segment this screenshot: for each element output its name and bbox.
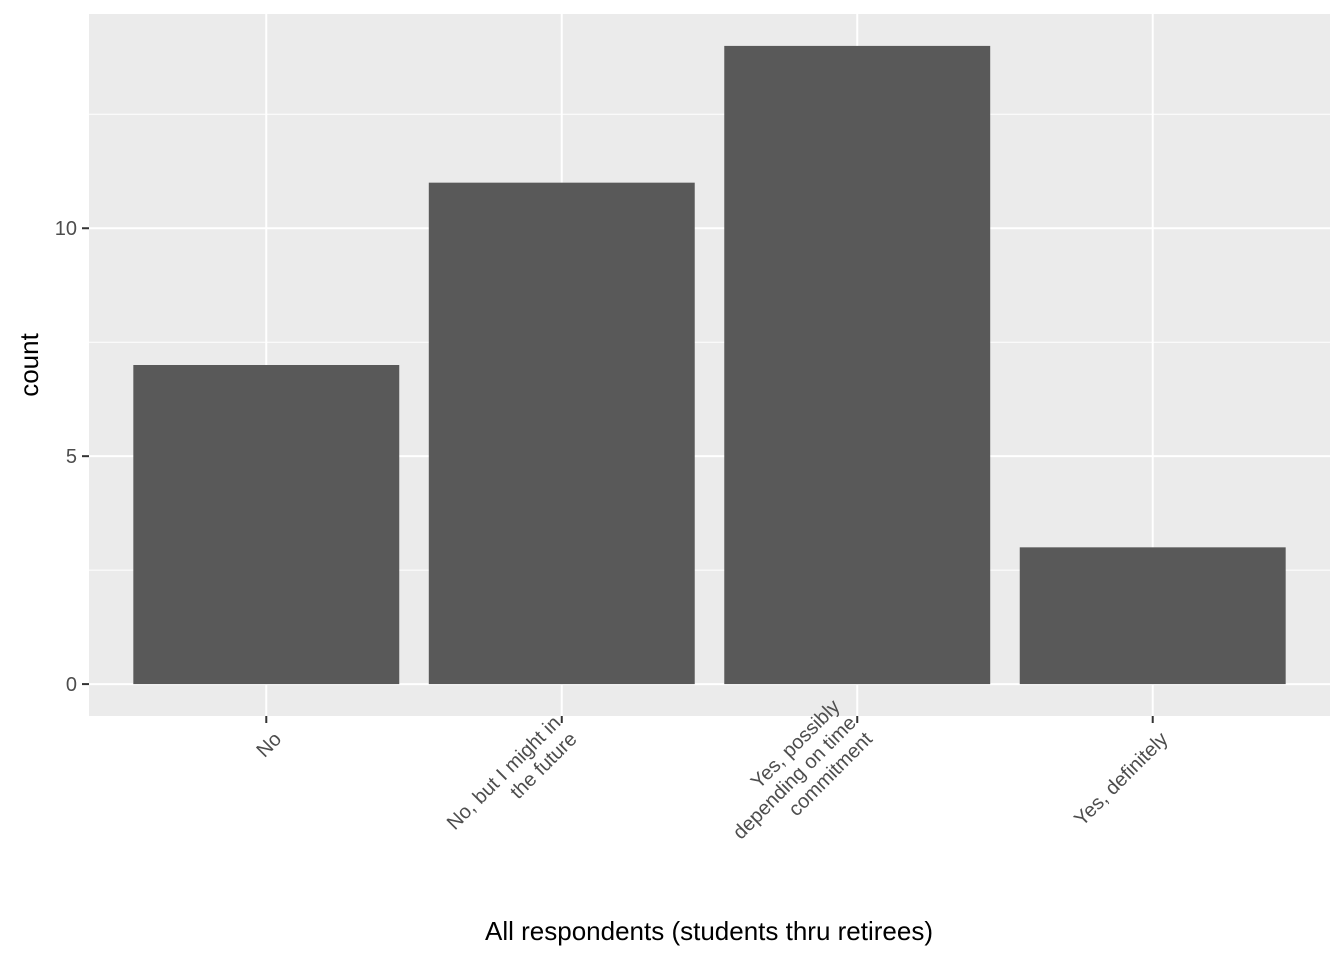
x-tick-label-line: Yes, definitely: [1070, 728, 1172, 830]
x-tick-label-line: No: [252, 728, 286, 762]
x-axis-title: All respondents (students thru retirees): [485, 916, 933, 946]
bar: [133, 365, 400, 685]
x-tick-label: Yes, definitely: [1070, 728, 1172, 830]
y-axis-title: count: [14, 332, 44, 396]
y-axis: 0 5 10: [55, 218, 89, 696]
bars: [133, 45, 1286, 685]
x-tick-label: No: [252, 728, 286, 762]
bar: [428, 182, 695, 685]
y-tick-label: 10: [55, 218, 77, 240]
bar: [1019, 547, 1286, 685]
y-tick-label: 5: [66, 446, 77, 468]
y-tick-label: 0: [66, 674, 77, 696]
bar: [724, 45, 991, 685]
